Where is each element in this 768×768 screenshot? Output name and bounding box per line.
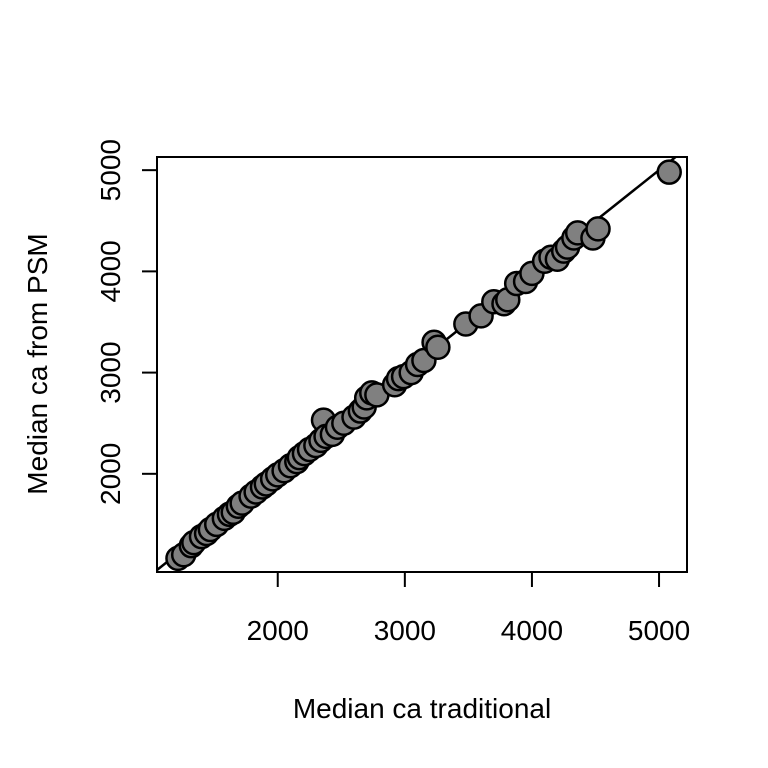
data-point [585,216,611,242]
x-axis-label: Median ca traditional [293,693,551,724]
x-tick-label: 2000 [247,615,309,646]
x-axis: 2000 3000 4000 5000 [247,571,690,646]
y-tick-label: 5000 [95,139,126,201]
x-tick-label: 4000 [501,615,563,646]
x-tick-label: 5000 [628,615,690,646]
x-tick-label: 3000 [374,615,436,646]
y-tick-label: 4000 [95,240,126,302]
y-tick-label: 3000 [95,341,126,403]
data-point [656,159,682,185]
y-axis-label: Median ca from PSM [22,233,53,494]
y-axis: 2000 3000 4000 5000 [95,139,158,505]
data-points [165,159,682,572]
y-tick-label: 2000 [95,443,126,505]
data-point [425,334,451,361]
